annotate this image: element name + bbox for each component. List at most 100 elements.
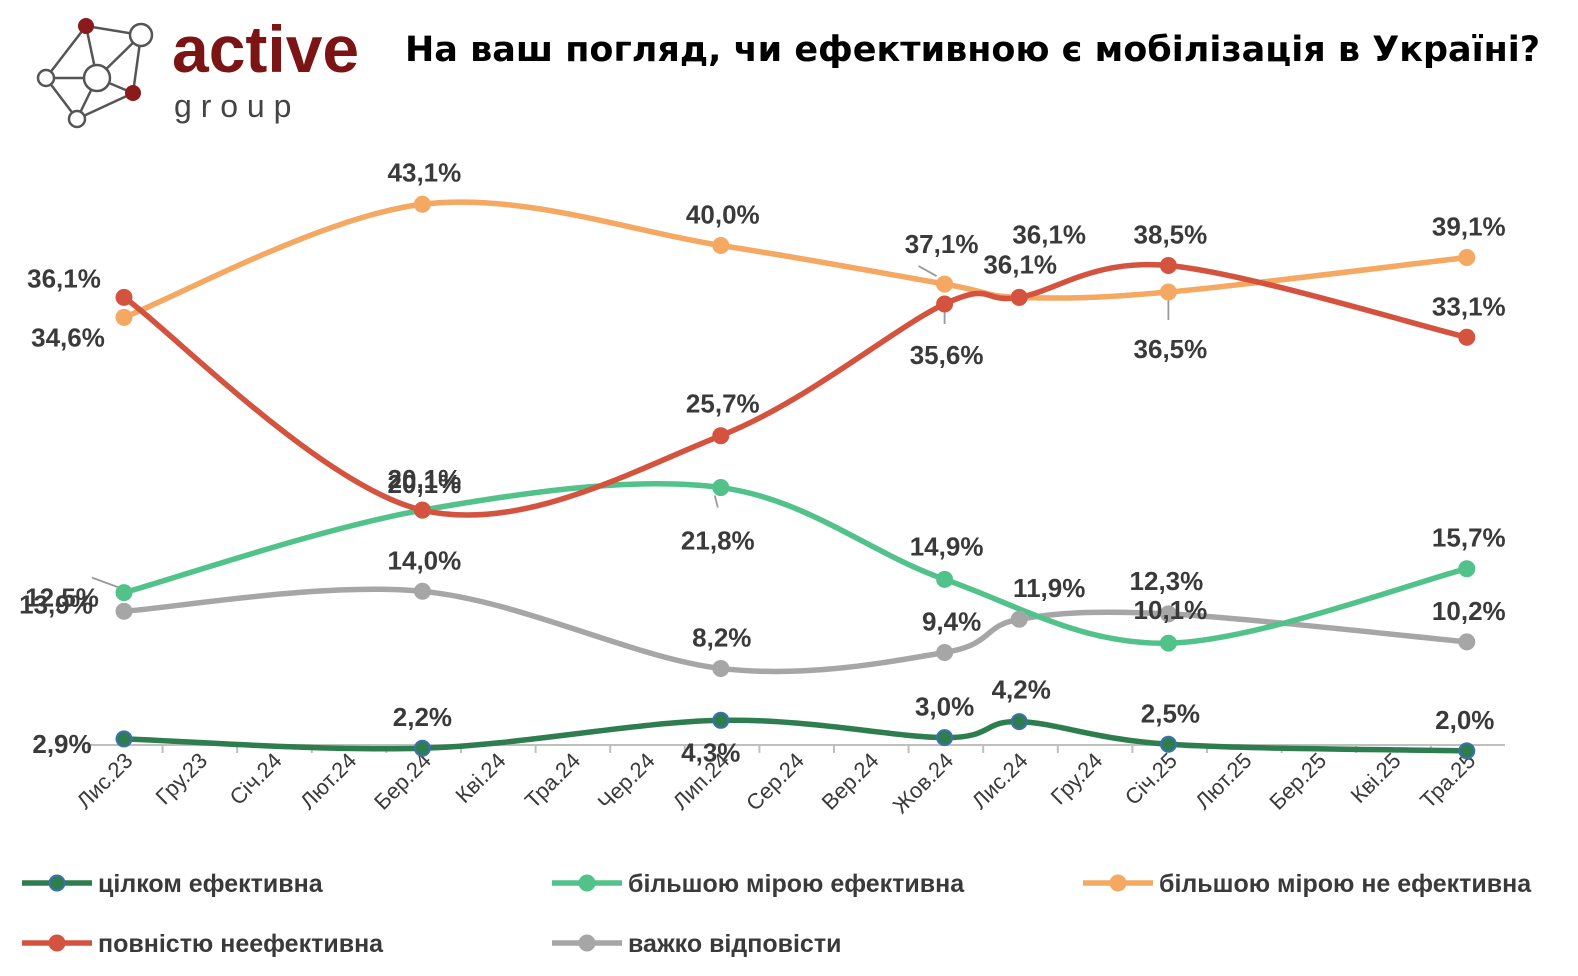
data-label: 15,7%	[1432, 523, 1506, 553]
x-tick-label: Вер.24	[817, 748, 884, 815]
data-label: 2,2%	[393, 702, 452, 732]
data-point	[1010, 610, 1028, 628]
data-point	[1458, 742, 1476, 760]
data-point	[115, 308, 133, 326]
data-label: 34,6%	[31, 322, 105, 352]
x-tick-label: Тра.24	[520, 748, 585, 813]
data-point	[936, 729, 954, 747]
data-point	[115, 730, 133, 748]
legend-item: більшою мірою не ефективна	[1083, 870, 1532, 898]
series-markers	[115, 195, 1476, 760]
x-tick-label: Гру.23	[151, 748, 213, 810]
data-point	[1458, 328, 1476, 346]
data-label: 4,2%	[992, 675, 1051, 705]
data-point	[712, 711, 730, 729]
data-label: 11,9%	[1013, 573, 1085, 603]
legend-item: цілком ефективна	[22, 870, 324, 898]
data-label: 14,0%	[388, 545, 462, 575]
x-tick-label: Бер.25	[1264, 748, 1331, 815]
data-point	[712, 427, 730, 445]
data-labels: 2,9% 2,2% 4,3% 3,0% 4,2% 2,5% 2,0% 13,9% 20,1% 21…	[19, 157, 1506, 767]
data-point	[1159, 634, 1177, 652]
legend-swatch-marker	[578, 874, 596, 892]
series-line	[121, 480, 1470, 646]
legend-swatch-marker	[48, 934, 66, 952]
active-group-logo: active g r o u p	[36, 12, 359, 129]
data-label: 36,5%	[1134, 334, 1208, 364]
data-label: 10,2%	[1432, 596, 1506, 626]
series-line	[121, 717, 1470, 754]
data-label: 9,4%	[922, 606, 981, 636]
data-point	[1159, 735, 1177, 753]
label-leader-line	[713, 495, 719, 508]
legend: цілком ефективна більшою мірою ефективна б…	[22, 870, 1532, 958]
data-label: 8,2%	[692, 622, 751, 652]
x-tick-label: Жов.24	[888, 748, 958, 818]
data-label: 38,5%	[1134, 219, 1208, 249]
data-point	[1159, 256, 1177, 274]
data-label: 37,1%	[905, 229, 979, 259]
data-point	[115, 584, 133, 602]
legend-item: важко відповісти	[552, 930, 841, 958]
data-point	[936, 570, 954, 588]
legend-label: більшою мірою ефективна	[628, 870, 965, 898]
data-label: 2,9%	[32, 729, 91, 759]
data-label: 10,1%	[1134, 595, 1208, 625]
data-point	[115, 602, 133, 620]
logo-word: active	[172, 12, 359, 86]
data-point	[413, 739, 431, 757]
data-label: 14,9%	[910, 531, 984, 561]
x-tick-label: Чер.24	[593, 748, 660, 815]
legend-swatch-marker	[48, 874, 66, 892]
data-point	[712, 659, 730, 677]
data-label: 35,6%	[910, 340, 984, 370]
data-label: 25,7%	[686, 389, 760, 419]
data-point	[936, 643, 954, 661]
label-leader-line	[918, 265, 938, 277]
legend-swatch-marker	[1109, 874, 1127, 892]
series-line	[121, 586, 1470, 675]
data-label: 40,0%	[686, 200, 760, 230]
data-point	[712, 237, 730, 254]
x-tick-labels: Лис.23 Гру.23 Січ.24 Лют.24 Бер.24 Кві.24 Тра.…	[72, 748, 1481, 818]
chart-title: На ваш погляд, чи ефективною є мобілізац…	[405, 30, 1541, 70]
x-tick-label: Кві.25	[1346, 748, 1406, 808]
data-point	[413, 195, 431, 213]
data-label: 43,1%	[388, 157, 462, 187]
data-point	[712, 479, 730, 497]
series-lines	[121, 199, 1470, 754]
data-label: 13,9%	[19, 590, 93, 620]
x-tick-label: Гру.24	[1046, 748, 1108, 810]
data-label: 21,8%	[681, 526, 755, 556]
series-line	[121, 261, 1470, 518]
data-point	[1458, 560, 1476, 578]
x-tick-label: Лют.24	[295, 748, 361, 814]
data-point	[1010, 288, 1028, 306]
data-label: 39,1%	[1432, 211, 1506, 241]
data-point	[413, 501, 431, 519]
legend-label: цілком ефективна	[98, 870, 324, 898]
data-label: 12,5%	[25, 582, 99, 612]
data-point	[1159, 605, 1177, 623]
legend-item: повністю неефективна	[22, 930, 384, 958]
legend-swatch-marker	[578, 934, 596, 952]
data-label: 36,1%	[1012, 219, 1086, 249]
data-point	[1458, 633, 1476, 651]
data-label: 33,1%	[1432, 291, 1506, 321]
data-point	[1159, 283, 1177, 301]
data-label: 2,0%	[1435, 705, 1494, 735]
data-label: 36,1%	[983, 249, 1057, 279]
legend-label: більшою мірою не ефективна	[1159, 870, 1532, 898]
data-point	[1010, 713, 1028, 731]
label-leader-lines	[91, 265, 1170, 590]
data-label: 2,5%	[1141, 698, 1200, 728]
data-label: 4,3%	[681, 737, 740, 767]
data-label: 3,0%	[915, 692, 974, 722]
data-point	[936, 275, 954, 293]
x-tick-label: Бер.24	[369, 748, 436, 815]
series-line	[121, 199, 1470, 321]
legend-label: важко відповісти	[628, 930, 841, 958]
data-label: 36,1%	[27, 263, 101, 293]
logo-subword: g r o u p	[174, 88, 291, 124]
